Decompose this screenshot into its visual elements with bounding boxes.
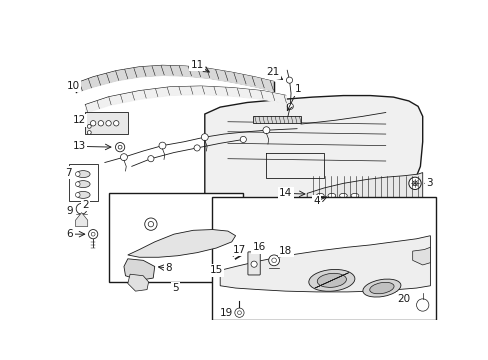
- Text: 15: 15: [209, 265, 223, 275]
- Text: 11: 11: [190, 60, 203, 70]
- Circle shape: [75, 182, 80, 186]
- Ellipse shape: [76, 192, 90, 198]
- Text: 8: 8: [165, 263, 172, 273]
- Circle shape: [263, 127, 269, 134]
- Circle shape: [250, 261, 257, 267]
- Circle shape: [91, 232, 95, 236]
- Ellipse shape: [76, 181, 90, 188]
- Polygon shape: [127, 230, 235, 257]
- Circle shape: [87, 125, 91, 128]
- Ellipse shape: [350, 193, 358, 198]
- Ellipse shape: [316, 193, 324, 198]
- Text: 10: 10: [66, 81, 80, 91]
- Polygon shape: [220, 236, 429, 292]
- Circle shape: [159, 142, 165, 149]
- Circle shape: [105, 121, 111, 126]
- FancyBboxPatch shape: [247, 252, 260, 275]
- Circle shape: [147, 156, 154, 162]
- Ellipse shape: [76, 171, 90, 177]
- FancyBboxPatch shape: [85, 112, 127, 134]
- Circle shape: [271, 258, 276, 263]
- Text: 3: 3: [426, 178, 432, 188]
- Text: 19: 19: [219, 308, 232, 318]
- Circle shape: [412, 181, 416, 186]
- Ellipse shape: [317, 273, 346, 287]
- Polygon shape: [75, 213, 87, 226]
- Text: 18: 18: [279, 246, 292, 256]
- Circle shape: [144, 218, 157, 230]
- Circle shape: [118, 145, 122, 149]
- Polygon shape: [123, 259, 154, 280]
- Circle shape: [113, 121, 119, 126]
- Polygon shape: [412, 247, 429, 265]
- Polygon shape: [204, 95, 422, 219]
- Circle shape: [234, 308, 244, 317]
- Text: 20: 20: [397, 294, 410, 304]
- Circle shape: [75, 172, 80, 176]
- Text: 4: 4: [312, 196, 319, 206]
- Text: 16: 16: [252, 242, 265, 252]
- Ellipse shape: [369, 282, 393, 294]
- Circle shape: [240, 136, 246, 143]
- Circle shape: [87, 131, 91, 134]
- Text: 1: 1: [294, 84, 301, 94]
- Text: 9: 9: [66, 206, 73, 216]
- Circle shape: [120, 154, 127, 161]
- FancyBboxPatch shape: [108, 193, 243, 282]
- Text: 17: 17: [232, 244, 245, 255]
- Circle shape: [286, 103, 293, 109]
- Circle shape: [416, 299, 428, 311]
- Polygon shape: [127, 274, 148, 291]
- Circle shape: [115, 143, 124, 152]
- Ellipse shape: [362, 279, 400, 297]
- Circle shape: [148, 221, 153, 227]
- Text: 6: 6: [66, 229, 73, 239]
- Text: 2: 2: [82, 200, 89, 210]
- Circle shape: [268, 255, 279, 266]
- Text: 7: 7: [65, 167, 72, 177]
- Text: 13: 13: [73, 141, 86, 151]
- Circle shape: [90, 121, 96, 126]
- Text: 21: 21: [265, 67, 279, 77]
- Text: 5: 5: [172, 283, 179, 293]
- Circle shape: [286, 77, 292, 83]
- Circle shape: [76, 203, 87, 214]
- Ellipse shape: [308, 269, 354, 291]
- Ellipse shape: [339, 193, 346, 198]
- Circle shape: [201, 134, 208, 141]
- Text: 12: 12: [73, 115, 86, 125]
- Polygon shape: [306, 172, 422, 219]
- Ellipse shape: [327, 193, 335, 198]
- Circle shape: [237, 311, 241, 315]
- FancyBboxPatch shape: [212, 197, 435, 320]
- Text: 14: 14: [279, 188, 292, 198]
- Circle shape: [408, 177, 420, 189]
- FancyBboxPatch shape: [68, 164, 98, 201]
- Polygon shape: [253, 116, 301, 123]
- Circle shape: [194, 145, 200, 151]
- Circle shape: [98, 121, 103, 126]
- Circle shape: [88, 230, 98, 239]
- Circle shape: [75, 193, 80, 197]
